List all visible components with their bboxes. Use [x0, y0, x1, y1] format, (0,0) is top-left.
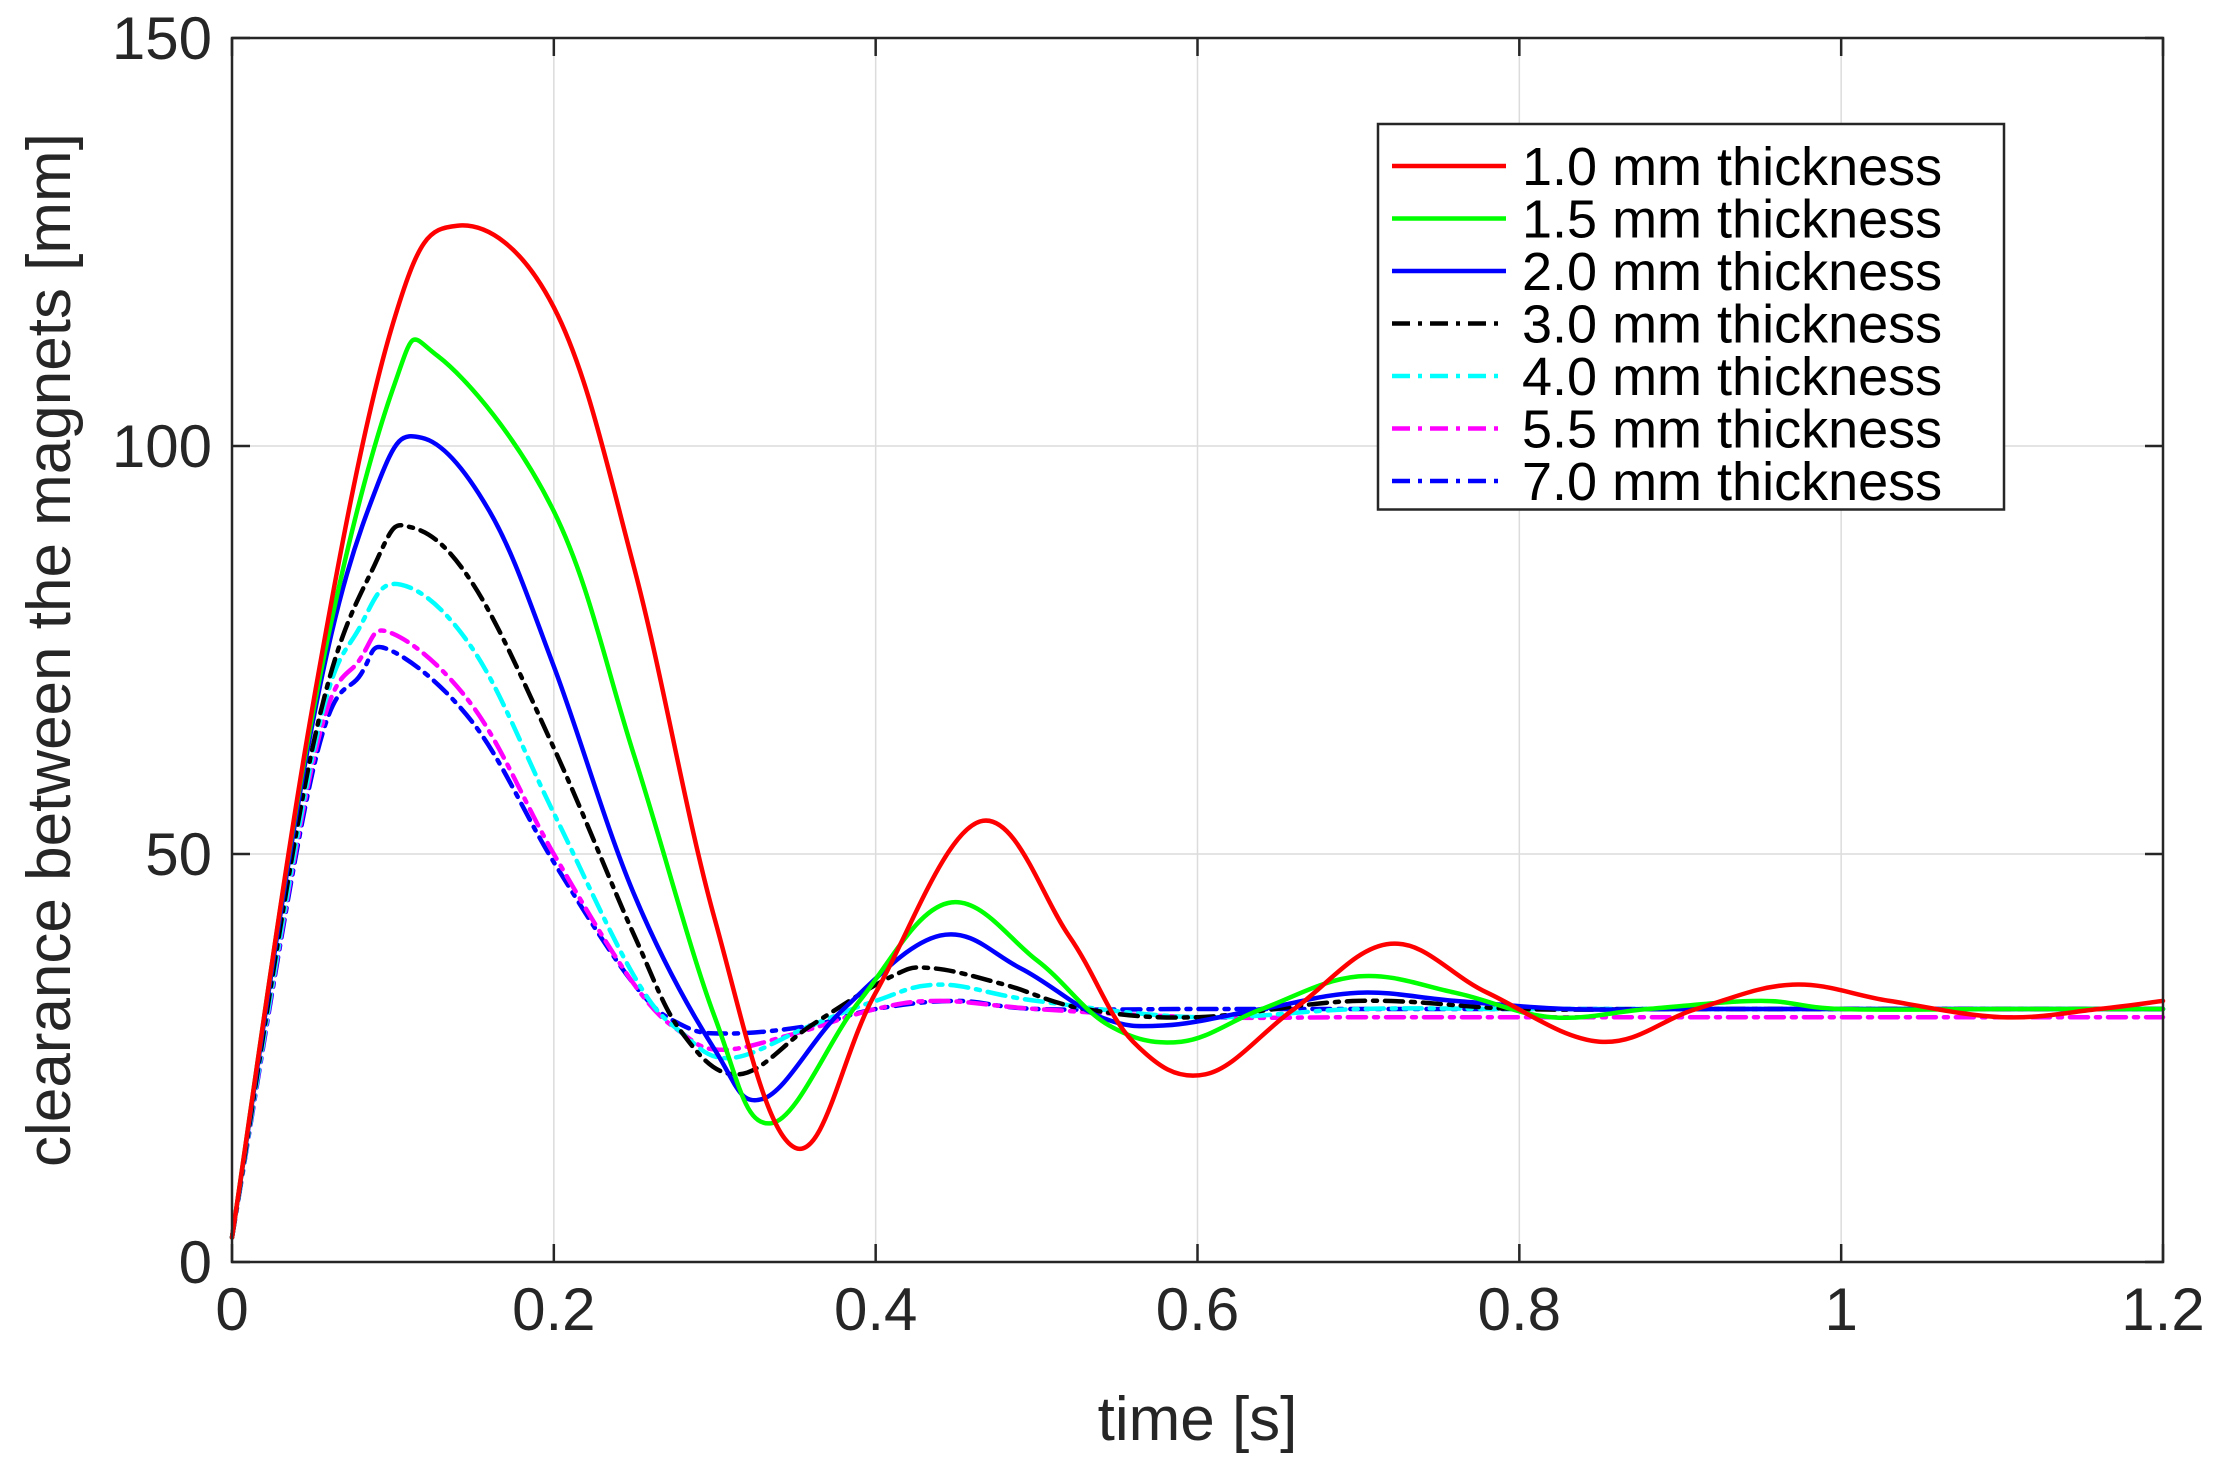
x-tick-label: 0	[215, 1276, 248, 1343]
legend-label: 5.5 mm thickness	[1522, 400, 1942, 460]
y-tick-label: 150	[112, 5, 212, 72]
legend-label: 3.0 mm thickness	[1522, 295, 1942, 355]
y-tick-label: 0	[179, 1229, 212, 1296]
series-line	[229, 223, 2166, 1240]
legend-label: 1.0 mm thickness	[1522, 137, 1942, 197]
x-axis-title: time [s]	[1098, 1385, 1298, 1454]
y-tick-label: 100	[112, 413, 212, 480]
y-axis-title: clearance between the magnets [mm]	[15, 133, 84, 1167]
x-tick-label: 1	[1824, 1276, 1857, 1343]
series-lines	[229, 223, 2166, 1240]
axis-ticks: 0 0.2 0.4 0.6 0.8 1 1.2 0 50 100 150	[112, 5, 2205, 1343]
x-tick-label: 0.8	[1478, 1276, 1561, 1343]
x-tick-label: 0.6	[1156, 1276, 1239, 1343]
legend-label: 7.0 mm thickness	[1522, 452, 1942, 512]
x-tick-label: 1.2	[2121, 1276, 2204, 1343]
legend-label: 2.0 mm thickness	[1522, 242, 1942, 302]
y-tick-label: 50	[145, 821, 212, 888]
legend-label: 4.0 mm thickness	[1522, 347, 1942, 407]
legend-box	[1376, 122, 2006, 511]
legend-label: 1.5 mm thickness	[1522, 190, 1942, 250]
x-tick-label: 0.4	[834, 1276, 917, 1343]
x-tick-label: 0.2	[512, 1276, 595, 1343]
series-line	[229, 337, 2166, 1240]
